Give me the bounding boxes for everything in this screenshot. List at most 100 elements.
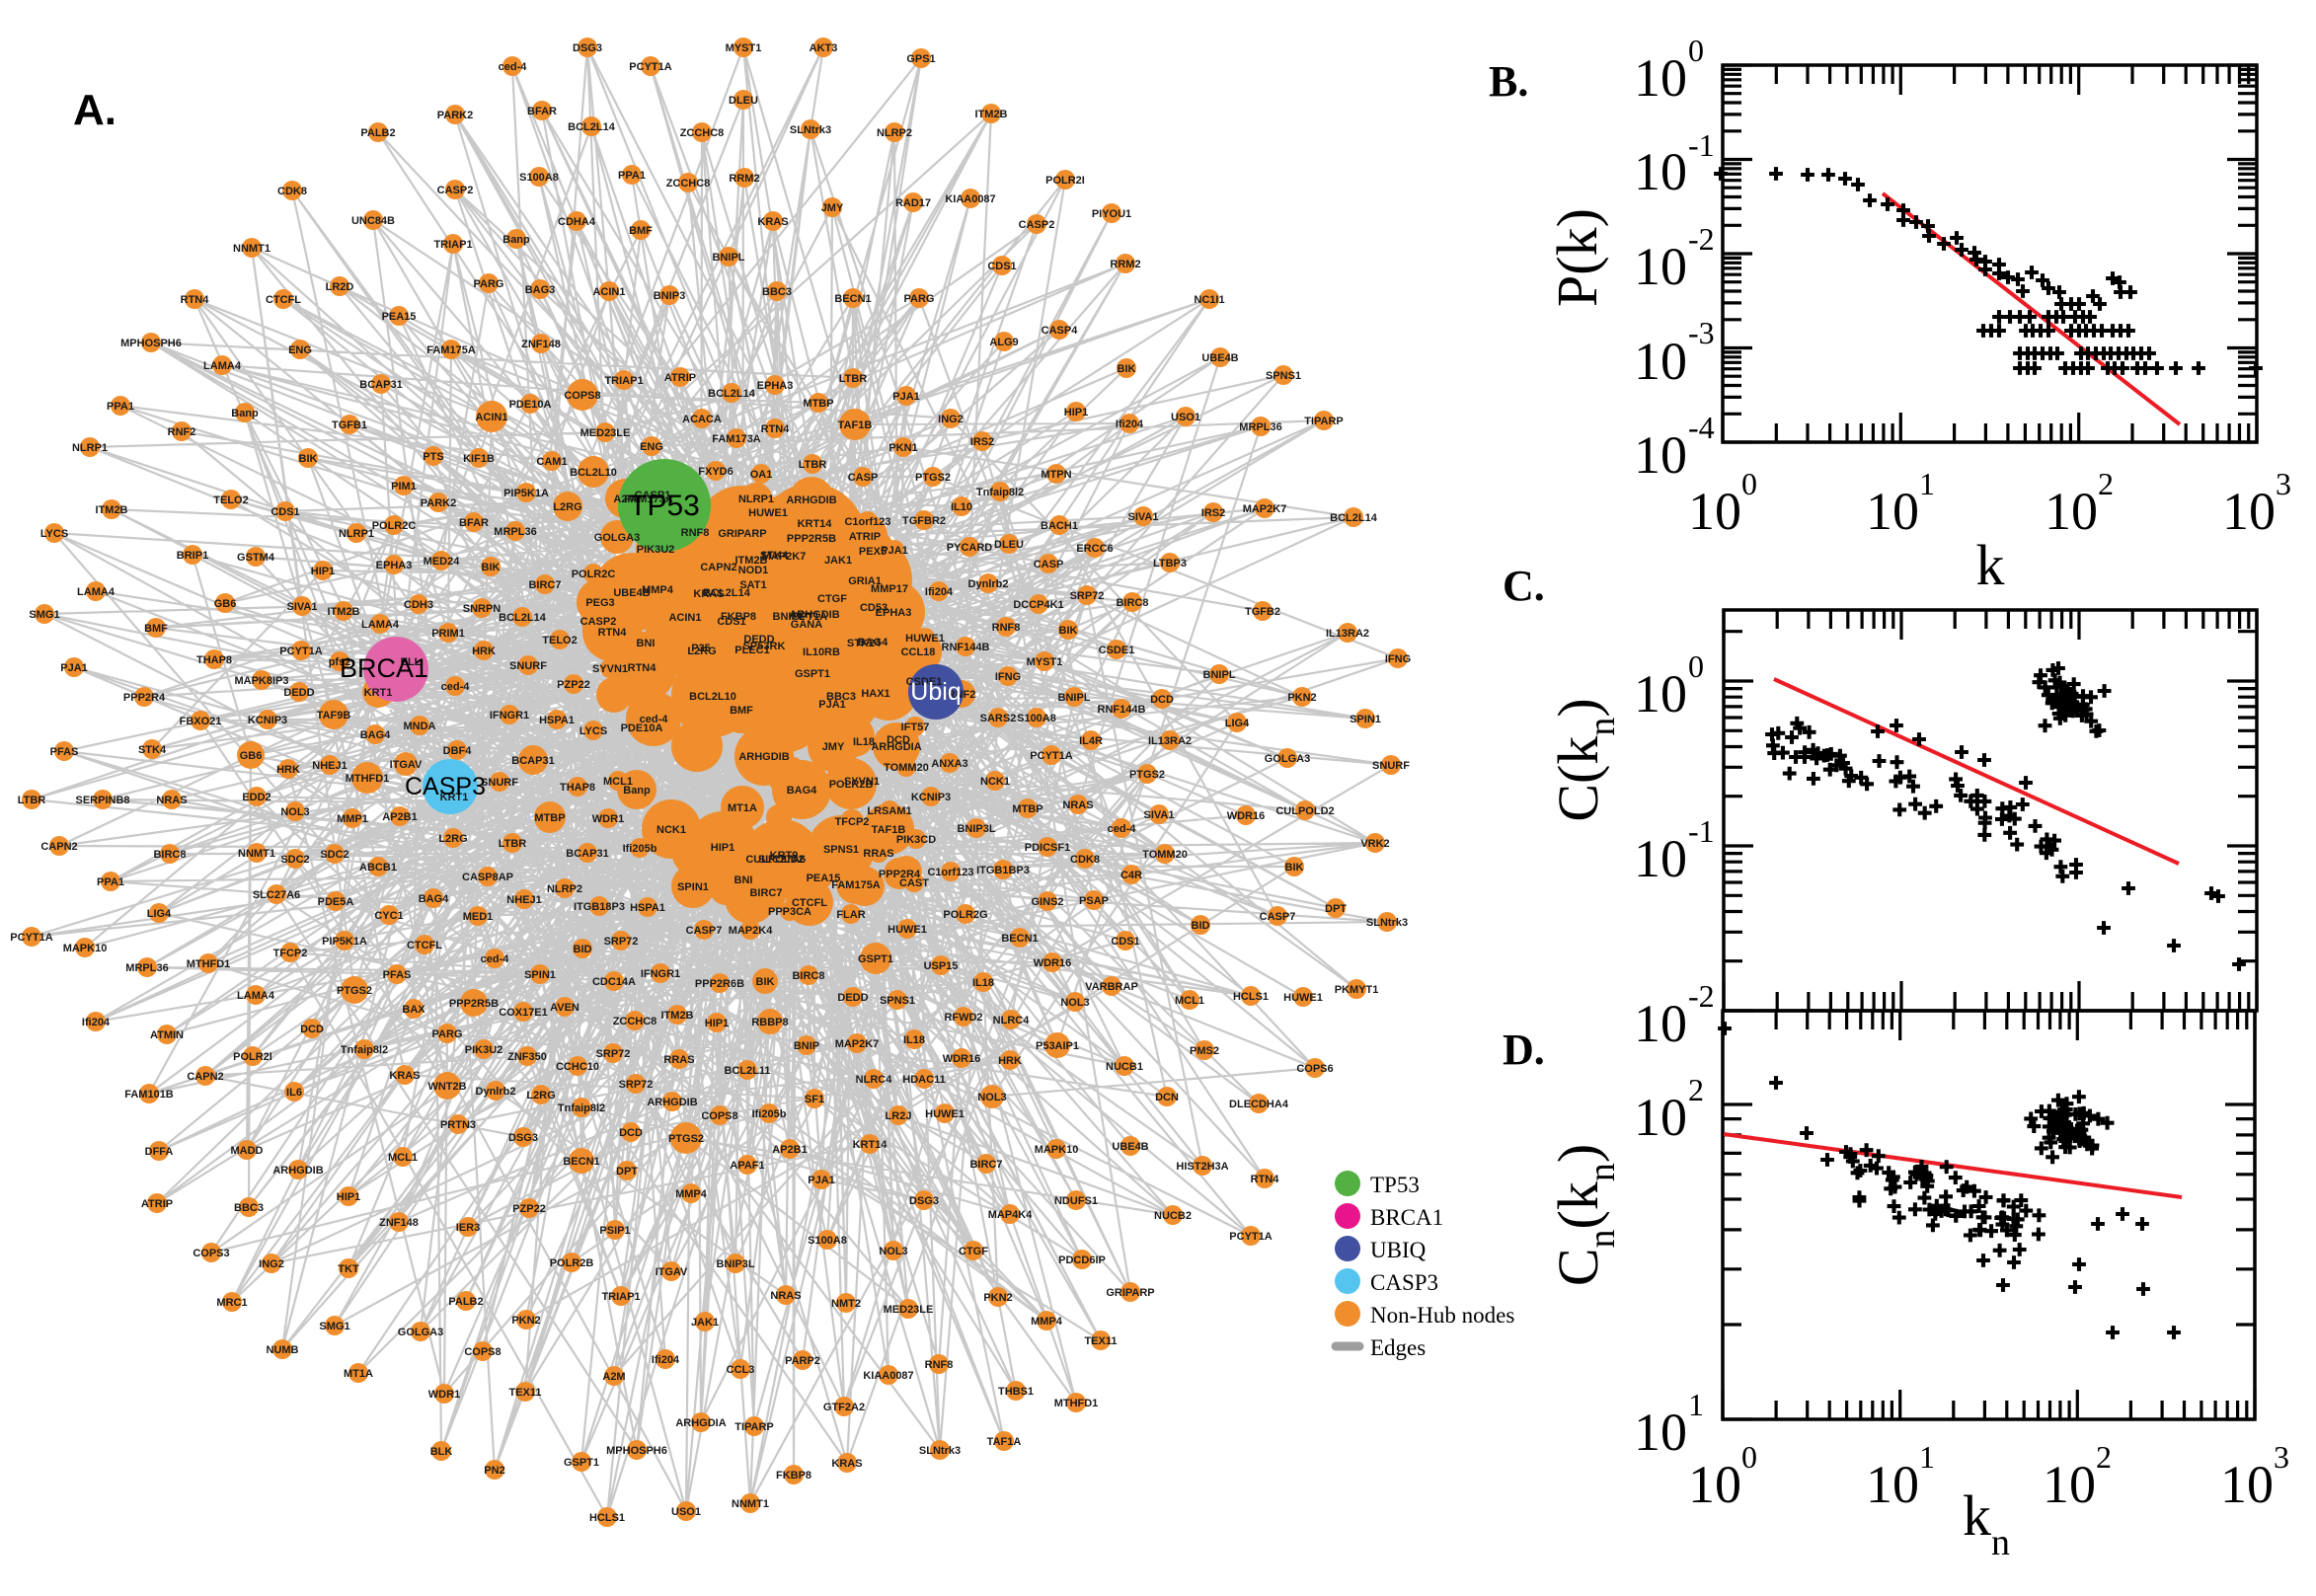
- svg-text:Ifi204: Ifi204: [82, 1017, 111, 1028]
- svg-text:AP2B1: AP2B1: [772, 1144, 807, 1156]
- svg-text:SIVA1: SIVA1: [1144, 809, 1175, 821]
- svg-text:PN2: PN2: [484, 1465, 504, 1477]
- svg-text:MTHFD1: MTHFD1: [187, 958, 231, 970]
- svg-text:PDICSF1: PDICSF1: [1025, 842, 1070, 854]
- svg-text:10: 10: [1634, 332, 1687, 391]
- svg-text:DCD: DCD: [619, 1127, 643, 1139]
- svg-text:BIRC8: BIRC8: [153, 849, 186, 861]
- svg-text:PDE10A: PDE10A: [621, 722, 663, 734]
- svg-text:NOL3: NOL3: [1060, 997, 1089, 1009]
- svg-text:CDHA4: CDHA4: [558, 216, 596, 228]
- svg-text:HDAC11: HDAC11: [902, 1074, 945, 1086]
- svg-text:NLRC4: NLRC4: [993, 1015, 1031, 1026]
- svg-text:COX17E1: COX17E1: [499, 1007, 548, 1019]
- svg-text:10: 10: [1866, 1455, 1919, 1514]
- svg-text:SLNtrk3: SLNtrk3: [919, 1445, 961, 1457]
- svg-text:HRK: HRK: [276, 764, 300, 776]
- svg-text:MRPL36: MRPL36: [1239, 421, 1281, 433]
- svg-text:MMP4: MMP4: [675, 1188, 708, 1200]
- svg-text:ITGB18P3: ITGB18P3: [574, 901, 625, 913]
- svg-text:BAG4: BAG4: [419, 893, 449, 905]
- svg-text:RRAS: RRAS: [863, 848, 893, 860]
- svg-text:ABCB1: ABCB1: [359, 862, 397, 874]
- svg-text:BAX: BAX: [402, 1004, 425, 1016]
- svg-text:CASP3: CASP3: [1370, 1270, 1438, 1295]
- svg-text:NMT2: NMT2: [831, 1298, 861, 1310]
- svg-text:LR2J: LR2J: [886, 1110, 912, 1122]
- svg-text:BIK: BIK: [1285, 862, 1304, 874]
- svg-text:RRM2: RRM2: [729, 173, 759, 185]
- svg-text:GSPT1: GSPT1: [858, 953, 893, 965]
- svg-text:Banp: Banp: [231, 408, 259, 419]
- svg-text:PMS2: PMS2: [1190, 1045, 1219, 1057]
- svg-text:WDR1: WDR1: [428, 1389, 460, 1401]
- svg-text:ITGB1BP3: ITGB1BP3: [976, 865, 1030, 876]
- svg-text:DCN: DCN: [1155, 1092, 1179, 1103]
- svg-text:Tnfaip8l2: Tnfaip8l2: [341, 1044, 388, 1056]
- svg-text:KRT1: KRT1: [440, 792, 469, 803]
- svg-text:RTN4: RTN4: [1251, 1174, 1280, 1185]
- svg-text:PSAP: PSAP: [1079, 895, 1109, 907]
- svg-text:IL10: IL10: [951, 501, 972, 513]
- svg-text:ced-4: ced-4: [481, 953, 510, 965]
- svg-text:CASP2: CASP2: [580, 616, 617, 628]
- svg-text:SIVA1: SIVA1: [287, 601, 318, 613]
- svg-text:A2M: A2M: [613, 494, 636, 505]
- svg-text:Edges: Edges: [1370, 1335, 1426, 1360]
- svg-text:BIRC7: BIRC7: [528, 579, 561, 591]
- svg-text:FAM175A: FAM175A: [831, 879, 881, 891]
- svg-text:THAP8: THAP8: [196, 654, 232, 666]
- svg-text:PDE10A: PDE10A: [509, 399, 552, 411]
- svg-text:PARG: PARG: [474, 278, 504, 290]
- svg-text:PARK2: PARK2: [437, 110, 473, 121]
- svg-text:10: 10: [2222, 482, 2276, 541]
- svg-text:C1orf123: C1orf123: [927, 867, 973, 878]
- svg-text:IL18: IL18: [903, 1034, 925, 1046]
- svg-text:3: 3: [2274, 1439, 2289, 1475]
- svg-text:ZNF148: ZNF148: [379, 1217, 419, 1229]
- svg-text:CASP2: CASP2: [1019, 219, 1055, 231]
- svg-text:HIST2H3A: HIST2H3A: [1176, 1161, 1228, 1173]
- svg-text:NRAS: NRAS: [156, 795, 187, 806]
- svg-text:PIM1: PIM1: [391, 481, 417, 493]
- svg-text:DCCP4K1: DCCP4K1: [1013, 599, 1063, 611]
- svg-text:USO1: USO1: [1171, 412, 1200, 423]
- svg-text:SNRPN: SNRPN: [463, 603, 502, 615]
- svg-text:SLNtrk3: SLNtrk3: [790, 124, 831, 136]
- svg-text:SLC27A6: SLC27A6: [253, 889, 300, 901]
- svg-text:MCL1: MCL1: [1175, 995, 1204, 1007]
- svg-text:Non-Hub nodes: Non-Hub nodes: [1370, 1303, 1514, 1328]
- svg-text:MRC1: MRC1: [216, 1297, 247, 1309]
- svg-text:POLR2C: POLR2C: [372, 520, 417, 532]
- svg-text:C1orf123: C1orf123: [844, 516, 890, 528]
- svg-text:ZCCHC8: ZCCHC8: [680, 127, 725, 139]
- svg-text:NOL3: NOL3: [280, 806, 309, 818]
- svg-text:RNF8: RNF8: [992, 622, 1021, 634]
- svg-text:ARHGDIB: ARHGDIB: [786, 494, 836, 506]
- svg-text:RNF8: RNF8: [925, 1359, 954, 1371]
- svg-text:HCLS1: HCLS1: [589, 1512, 625, 1524]
- svg-text:JAK1: JAK1: [824, 555, 852, 567]
- svg-text:Tnfaip8l2: Tnfaip8l2: [558, 1102, 605, 1114]
- svg-text:PDE5A: PDE5A: [318, 896, 354, 908]
- svg-text:SPNS1: SPNS1: [880, 995, 915, 1007]
- svg-text:PARP2: PARP2: [785, 1355, 820, 1367]
- svg-text:HIP1: HIP1: [311, 566, 335, 577]
- svg-text:NNMT1: NNMT1: [238, 848, 275, 860]
- svg-text:TIPARP: TIPARP: [734, 1421, 774, 1433]
- svg-text:GINS2: GINS2: [1031, 896, 1063, 908]
- svg-text:TAF1B: TAF1B: [872, 824, 906, 836]
- svg-text:PPP2R4: PPP2R4: [879, 869, 921, 880]
- svg-text:1: 1: [1688, 1387, 1704, 1422]
- svg-text:HIP1: HIP1: [705, 1018, 729, 1029]
- svg-text:TGFB2: TGFB2: [1245, 606, 1280, 618]
- svg-text:ENG: ENG: [640, 441, 663, 453]
- svg-text:0: 0: [1688, 33, 1704, 68]
- svg-text:CASP4: CASP4: [1042, 325, 1079, 337]
- svg-text:ACIN1: ACIN1: [475, 412, 507, 423]
- svg-text:STK24: STK24: [847, 638, 882, 649]
- svg-text:DLECDHA4: DLECDHA4: [1229, 1099, 1289, 1110]
- svg-text:MMP4: MMP4: [1031, 1316, 1063, 1328]
- svg-text:10: 10: [1634, 48, 1687, 108]
- svg-text:0: 0: [1688, 648, 1704, 684]
